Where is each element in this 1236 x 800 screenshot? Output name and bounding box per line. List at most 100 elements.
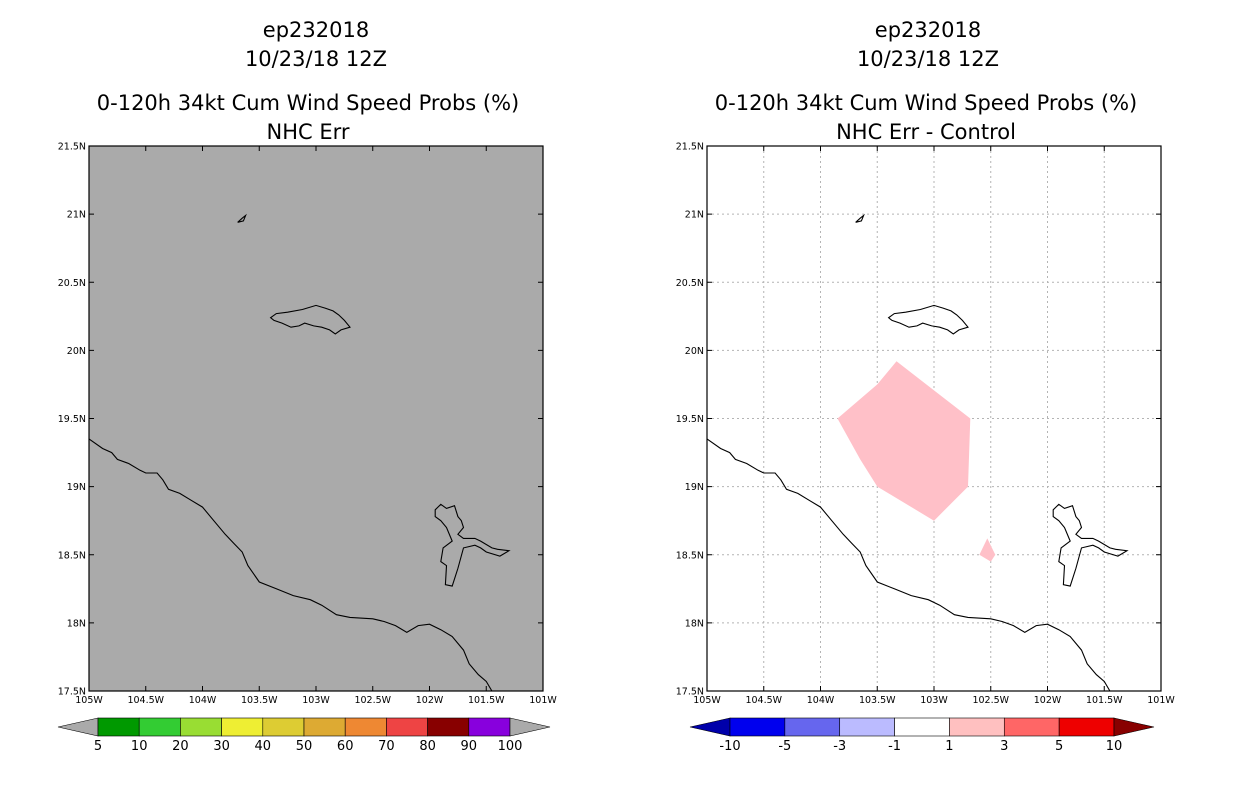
colorbar-label: -5: [778, 739, 791, 754]
lat-tick-label: 18N: [685, 618, 704, 629]
lat-tick-label: 17.5N: [676, 687, 704, 698]
colorbar-label: 20: [172, 739, 189, 754]
colorbar-label: 5: [94, 739, 102, 754]
colorbar-segment: [386, 717, 428, 737]
colorbar-segment: [427, 717, 470, 737]
panel-left: ep232018 10/23/18 12Z 0-120h 34kt Cum Wi…: [58, 18, 558, 754]
colorbar-segment: [729, 717, 786, 737]
colorbar-segment: [344, 717, 387, 737]
colorbar-segment: [1003, 717, 1060, 737]
colorbar-label: 90: [461, 739, 478, 754]
lon-tick-label: 104.5W: [127, 695, 164, 706]
mainland-coastline: [88, 438, 493, 692]
grid-lines: [707, 146, 1161, 691]
lon-tick-label: 101W: [529, 695, 557, 706]
lat-tick-label: 20.5N: [676, 278, 704, 289]
lon-tick-label: 105W: [693, 695, 721, 706]
lat-tick-label: 19N: [67, 482, 86, 493]
lon-tick-label: 103W: [920, 695, 948, 706]
lat-tick-label: 20N: [685, 346, 704, 357]
lat-tick-label: 19.5N: [58, 414, 86, 425]
colorbar-segment: [949, 717, 1005, 737]
lat-tick-label: 21.5N: [58, 142, 86, 153]
colorbar-high-arrow: [509, 717, 551, 737]
lon-tick-label: 102.5W: [354, 695, 391, 706]
lat-tick-label: 21N: [67, 210, 86, 221]
colorbar-label: 80: [419, 739, 436, 754]
colorbar-label: 70: [378, 739, 395, 754]
colorbar-label: 10: [1106, 739, 1123, 754]
axis-ticks: 21.5N 21N 20.5N 20N 19.5N 19N 18.5N 18N 17.5N105…: [58, 142, 558, 707]
lon-tick-label: 104.5W: [745, 695, 782, 706]
lat-tick-label: 18.5N: [58, 550, 86, 561]
product-title: 0-120h 34kt Cum Wind Speed Probs (%): [715, 91, 1137, 115]
lon-tick-label: 102.5W: [972, 695, 1009, 706]
lon-tick-label: 104W: [807, 695, 835, 706]
lon-tick-label: 101W: [1147, 695, 1175, 706]
small-island-outline: [237, 213, 247, 223]
lat-tick-label: 19.5N: [676, 414, 704, 425]
lat-tick-label: 18N: [67, 618, 86, 629]
lon-tick-label: 104W: [189, 695, 217, 706]
lat-tick-label: 18.5N: [676, 550, 704, 561]
colorbar-segment: [1058, 717, 1115, 737]
positive-diff-main: [837, 361, 971, 521]
island-outline: [887, 304, 969, 335]
datetime-title: 10/23/18 12Z: [245, 47, 387, 71]
colorbar-label: 60: [337, 739, 354, 754]
colorbar-label: 1: [945, 739, 953, 754]
colorbar-label: -10: [719, 739, 740, 754]
product-title: 0-120h 34kt Cum Wind Speed Probs (%): [97, 91, 519, 115]
colorbar-segment: [784, 717, 841, 737]
lon-tick-label: 103.5W: [241, 695, 278, 706]
lat-tick-label: 19N: [685, 482, 704, 493]
colorbar: 5 10 20 30 40 50 60 70 80 90 100: [57, 717, 551, 754]
lon-tick-label: 101.5W: [468, 695, 505, 706]
colorbar-label: -3: [833, 739, 846, 754]
island-outline: [269, 304, 351, 335]
colorbar-segment: [262, 717, 305, 737]
storm-id-title: ep232018: [263, 18, 369, 42]
colorbar-label: 50: [296, 739, 313, 754]
colorbar-segment: [97, 717, 140, 737]
colorbar-label: 40: [255, 739, 272, 754]
lon-tick-label: 102W: [416, 695, 444, 706]
lon-tick-label: 103W: [302, 695, 330, 706]
colorbar-label: 100: [498, 739, 523, 754]
colorbar-low-arrow: [57, 717, 99, 737]
datetime-title: 10/23/18 12Z: [857, 47, 999, 71]
colorbar-segment: [839, 717, 895, 737]
map-background: [89, 146, 543, 691]
mainland-coastline: [706, 438, 1111, 692]
product-subtitle: NHC Err - Control: [836, 120, 1016, 144]
panel-right: ep232018 10/23/18 12Z 0-120h 34kt Cum Wi…: [676, 18, 1176, 754]
colorbar-label: -1: [888, 739, 901, 754]
lon-tick-label: 105W: [75, 695, 103, 706]
lon-tick-label: 101.5W: [1086, 695, 1123, 706]
small-island-outline: [855, 213, 865, 223]
product-subtitle: NHC Err: [266, 120, 349, 144]
colorbar-segment: [468, 717, 511, 737]
colorbar-segment: [303, 717, 346, 737]
colorbar: -10 -5 -3 -1 1 3 5 10: [689, 717, 1155, 754]
colorbar-segment: [221, 717, 264, 737]
lat-tick-label: 20.5N: [58, 278, 86, 289]
lake-outline: [434, 503, 511, 587]
shaded-regions: [837, 361, 996, 562]
positive-diff-small: [979, 538, 996, 562]
colorbar-segment: [894, 717, 950, 737]
lon-tick-label: 102W: [1034, 695, 1062, 706]
storm-id-title: ep232018: [875, 18, 981, 42]
colorbar-low-arrow: [689, 717, 731, 737]
colorbar-label: 30: [213, 739, 230, 754]
colorbar-label: 5: [1055, 739, 1063, 754]
lat-tick-label: 17.5N: [58, 687, 86, 698]
axis-ticks: 21.5N 21N 20.5N 20N 19.5N 19N 18.5N 18N 17.5N105…: [676, 142, 1176, 707]
lat-tick-label: 21N: [685, 210, 704, 221]
colorbar-segment: [180, 717, 222, 737]
colorbar-label: 3: [1000, 739, 1008, 754]
colorbar-high-arrow: [1113, 717, 1155, 737]
lon-tick-label: 103.5W: [859, 695, 896, 706]
lat-tick-label: 21.5N: [676, 142, 704, 153]
